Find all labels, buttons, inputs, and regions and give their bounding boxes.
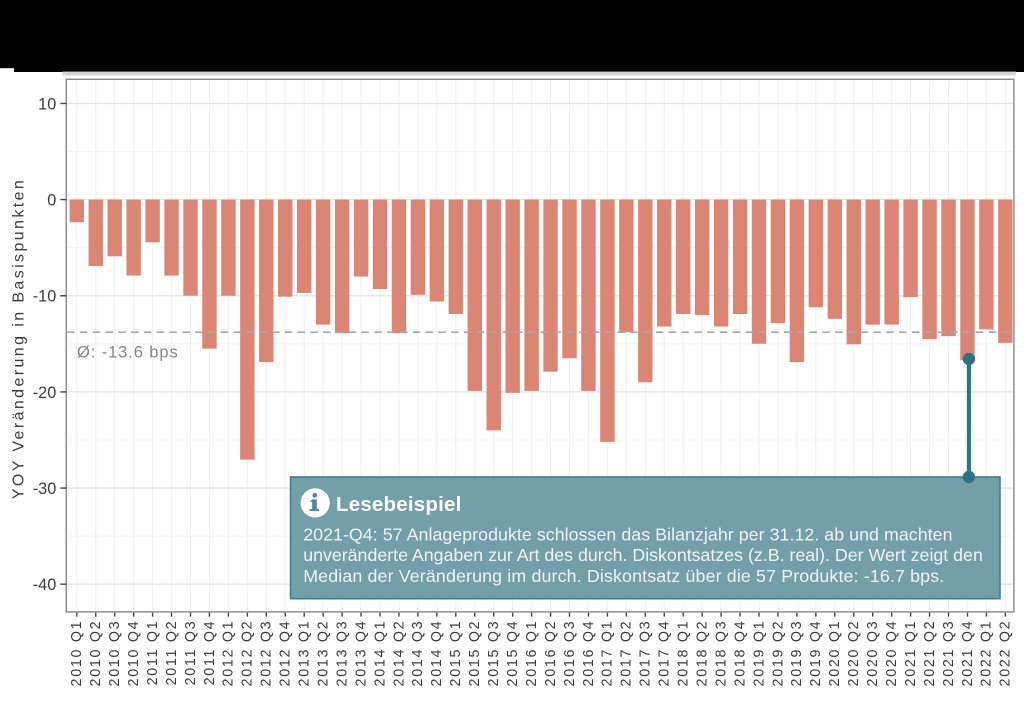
svg-text:2011 Q4: 2011 Q4	[202, 620, 218, 686]
svg-text:2016 Q2: 2016 Q2	[543, 620, 559, 687]
svg-text:2015 Q2: 2015 Q2	[467, 620, 483, 687]
svg-text:10: 10	[38, 95, 56, 113]
svg-text:0: 0	[47, 192, 56, 210]
svg-text:2010 Q2: 2010 Q2	[88, 620, 104, 687]
svg-text:2011 Q1: 2011 Q1	[145, 620, 161, 686]
svg-text:2010 Q3: 2010 Q3	[107, 620, 123, 687]
svg-text:2014 Q2: 2014 Q2	[391, 620, 407, 687]
svg-text:Lesebeispiel: Lesebeispiel	[336, 493, 461, 516]
svg-text:2015 Q1: 2015 Q1	[448, 620, 464, 687]
svg-text:2010 Q4: 2010 Q4	[126, 620, 142, 687]
svg-text:2019 Q1: 2019 Q1	[751, 620, 767, 687]
svg-text:-10: -10	[33, 288, 57, 306]
svg-text:2021-Q4: 57 Anlageprodukte sch: 2021-Q4: 57 Anlageprodukte schlossen das…	[303, 524, 952, 544]
svg-text:2019 Q3: 2019 Q3	[789, 620, 805, 687]
svg-text:2022 Q2: 2022 Q2	[998, 620, 1014, 687]
svg-text:Ø: -13.6 bps: Ø: -13.6 bps	[77, 343, 179, 361]
svg-text:2019 Q4: 2019 Q4	[808, 620, 824, 687]
svg-text:2012 Q1: 2012 Q1	[221, 620, 237, 687]
svg-text:2017 Q2: 2017 Q2	[619, 620, 635, 687]
svg-text:YOY Veränderung in Basispunkte: YOY Veränderung in Basispunkten	[11, 178, 28, 499]
svg-text:2017 Q3: 2017 Q3	[638, 620, 654, 687]
svg-text:2011 Q2: 2011 Q2	[164, 620, 180, 686]
svg-text:-20: -20	[33, 384, 57, 402]
svg-text:2014 Q1: 2014 Q1	[372, 620, 388, 687]
svg-text:2015 Q3: 2015 Q3	[486, 620, 502, 687]
svg-text:unveränderte Angaben zur Art d: unveränderte Angaben zur Art des durch. …	[303, 545, 983, 565]
svg-text:Median der Veränderung im durc: Median der Veränderung im durch. Diskont…	[303, 566, 944, 586]
svg-text:2018 Q1: 2018 Q1	[676, 620, 692, 687]
svg-text:2019 Q2: 2019 Q2	[770, 620, 786, 687]
svg-text:2021 Q4: 2021 Q4	[960, 620, 976, 687]
svg-text:2013 Q3: 2013 Q3	[334, 620, 350, 687]
svg-text:2020 Q3: 2020 Q3	[865, 620, 881, 687]
svg-text:2014 Q3: 2014 Q3	[410, 620, 426, 687]
svg-text:2021 Q3: 2021 Q3	[941, 620, 957, 687]
svg-text:2010 Q1: 2010 Q1	[69, 620, 85, 687]
svg-text:-30: -30	[33, 480, 57, 498]
svg-text:2012 Q4: 2012 Q4	[278, 620, 294, 687]
svg-text:2018 Q3: 2018 Q3	[713, 620, 729, 687]
svg-text:2020 Q2: 2020 Q2	[846, 620, 862, 687]
svg-text:2018 Q4: 2018 Q4	[732, 620, 748, 687]
svg-text:2012 Q3: 2012 Q3	[259, 620, 275, 687]
svg-text:2011 Q3: 2011 Q3	[183, 620, 199, 686]
svg-text:2014 Q4: 2014 Q4	[429, 620, 445, 687]
svg-text:2017 Q4: 2017 Q4	[657, 620, 673, 687]
svg-text:2016 Q3: 2016 Q3	[562, 620, 578, 687]
svg-text:2013 Q4: 2013 Q4	[353, 620, 369, 687]
svg-text:2022 Q1: 2022 Q1	[979, 620, 995, 687]
svg-text:2013 Q1: 2013 Q1	[297, 620, 313, 687]
svg-text:2013 Q2: 2013 Q2	[315, 620, 331, 687]
svg-text:2017 Q1: 2017 Q1	[600, 620, 616, 687]
svg-text:2012 Q2: 2012 Q2	[240, 620, 256, 687]
svg-text:2016 Q1: 2016 Q1	[524, 620, 540, 687]
svg-text:2015 Q4: 2015 Q4	[505, 620, 521, 687]
svg-text:2021 Q2: 2021 Q2	[922, 620, 938, 687]
svg-text:2016 Q4: 2016 Q4	[581, 620, 597, 687]
svg-text:2018 Q2: 2018 Q2	[694, 620, 710, 687]
svg-text:2020 Q4: 2020 Q4	[884, 620, 900, 687]
svg-text:2021 Q1: 2021 Q1	[903, 620, 919, 687]
svg-text:2020 Q1: 2020 Q1	[827, 620, 843, 687]
svg-text:-40: -40	[33, 576, 57, 594]
